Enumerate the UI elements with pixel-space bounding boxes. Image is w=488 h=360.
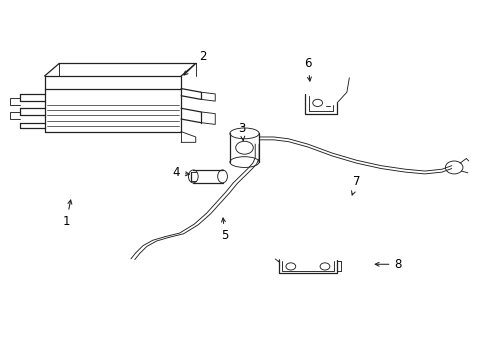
Text: 2: 2 [183,50,206,75]
Text: 1: 1 [62,200,72,228]
Text: 7: 7 [351,175,360,195]
Text: 3: 3 [238,122,245,140]
Text: 4: 4 [172,166,189,179]
Text: 8: 8 [374,258,401,271]
Text: 5: 5 [221,218,228,242]
Text: 6: 6 [304,57,311,81]
